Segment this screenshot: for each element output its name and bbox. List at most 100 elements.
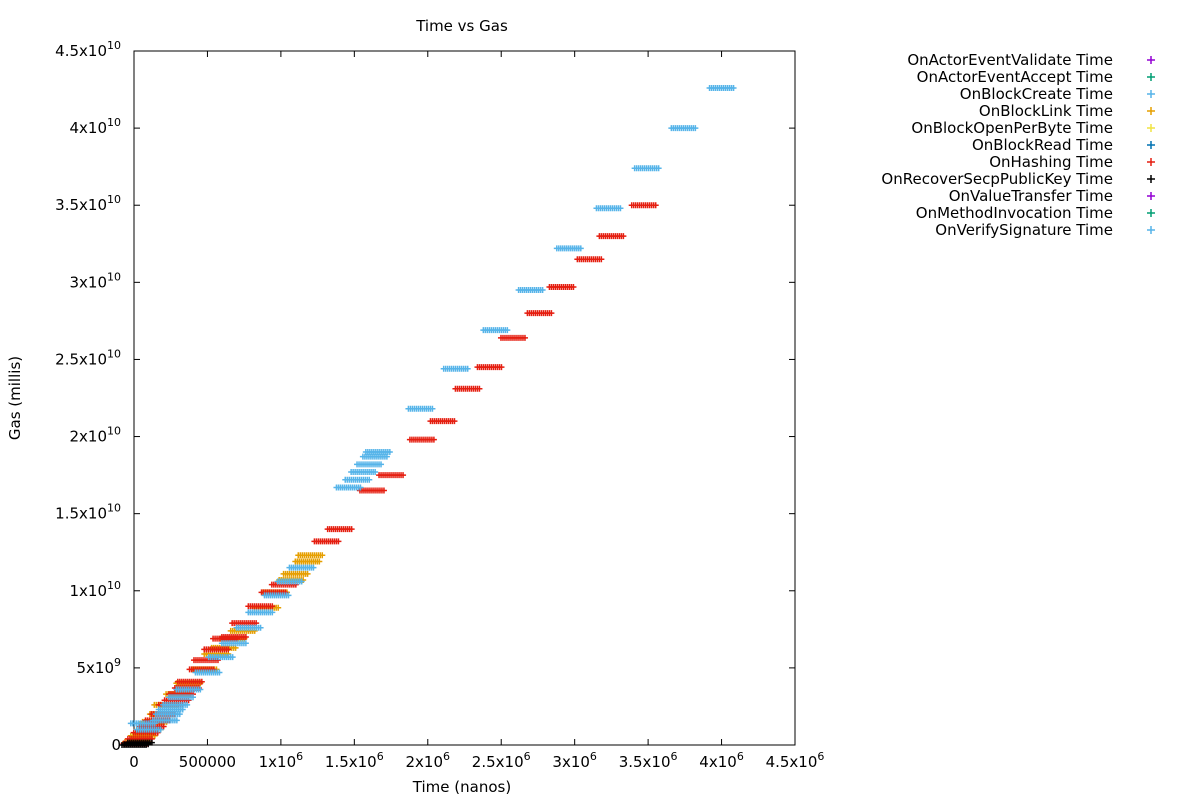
- legend-label: OnBlockRead Time: [972, 136, 1113, 154]
- point-marker: [570, 283, 577, 290]
- y-tick-label: 3x1010: [69, 270, 121, 291]
- y-axis-title: Gas (millis): [6, 356, 24, 440]
- point-marker: [386, 448, 393, 455]
- x-tick-label: 3x106: [552, 750, 597, 771]
- data-point: [127, 720, 158, 727]
- point-marker: [692, 125, 699, 132]
- y-tick-label: 4.5x1010: [55, 39, 121, 60]
- chart-title: Time vs Gas: [415, 17, 508, 35]
- data-point: [333, 484, 364, 491]
- data-point: [245, 609, 276, 616]
- point-marker: [269, 609, 276, 616]
- data-point: [286, 564, 317, 571]
- series-points: [127, 85, 737, 733]
- legend-label: OnRecoverSecpPublicKey Time: [881, 170, 1113, 188]
- x-tick-label: 2.5x106: [472, 750, 531, 771]
- point-marker: [257, 624, 264, 631]
- data-point: [160, 701, 191, 708]
- point-marker: [598, 256, 605, 263]
- y-axis-ticks: 0 5x109 1x1010 1.5x1010 2x1010 2.5x1010 3x1010…: [55, 39, 795, 754]
- point-marker: [225, 646, 232, 653]
- data-point: [631, 165, 662, 172]
- data-point: [136, 723, 167, 730]
- data-point: [133, 726, 164, 733]
- point-marker: [617, 205, 624, 212]
- point-marker: [242, 640, 249, 647]
- data-point: [406, 436, 437, 443]
- legend: OnActorEventValidate TimeOnActorEventAcc…: [881, 51, 1155, 239]
- point-marker: [269, 603, 276, 610]
- point-marker: [173, 717, 180, 724]
- legend-marker: [1147, 141, 1155, 149]
- data-point: [628, 202, 659, 209]
- point-marker: [319, 552, 326, 559]
- point-marker: [429, 405, 436, 412]
- y-tick-label: 1x1010: [69, 579, 121, 600]
- data-point: [233, 624, 264, 631]
- point-marker: [504, 327, 511, 334]
- data-point: [258, 589, 289, 596]
- legend-marker: [1147, 192, 1155, 200]
- data-point: [427, 418, 458, 425]
- legend-marker: [1147, 73, 1155, 81]
- data-point: [174, 678, 205, 685]
- x-axis-title: Time (nanos): [412, 778, 511, 796]
- point-marker: [378, 461, 385, 468]
- y-tick-label: 3.5x1010: [55, 193, 121, 214]
- legend-label: OnBlockOpenPerByte Time: [911, 119, 1113, 137]
- point-marker: [652, 202, 659, 209]
- data-point: [295, 552, 326, 559]
- data-point: [190, 657, 221, 664]
- point-marker: [190, 694, 197, 701]
- legend-label: OnMethodInvocation Time: [916, 204, 1113, 222]
- legend-marker: [1147, 124, 1155, 132]
- data-point: [149, 717, 180, 724]
- point-marker: [197, 686, 204, 693]
- point-marker: [730, 85, 737, 92]
- data-point: [261, 592, 292, 599]
- data-point: [201, 646, 232, 653]
- point-marker: [655, 165, 662, 172]
- series-points: [120, 202, 659, 747]
- point-marker: [275, 604, 282, 611]
- x-tick-label: 3.5x106: [619, 750, 678, 771]
- point-marker: [157, 726, 164, 733]
- x-axis-ticks: 0 500000 1x106 1.5x106 2x106 2.5x106 3x106 3.5x…: [129, 51, 824, 771]
- data-point: [593, 205, 624, 212]
- point-marker: [316, 558, 323, 565]
- point-marker: [298, 578, 305, 585]
- legend-marker: [1147, 226, 1155, 234]
- data-point: [596, 233, 627, 240]
- legend-label: OnBlockCreate Time: [960, 85, 1113, 103]
- point-marker: [148, 739, 155, 746]
- legend-label: OnActorEventValidate Time: [907, 51, 1113, 69]
- x-tick-label: 1x106: [259, 750, 304, 771]
- data-point: [354, 461, 385, 468]
- point-marker: [451, 418, 458, 425]
- point-marker: [335, 538, 342, 545]
- point-marker: [498, 364, 505, 371]
- data-point: [359, 453, 390, 460]
- point-marker: [357, 484, 364, 491]
- data-point: [376, 472, 407, 479]
- x-tick-label: 4.5x106: [766, 750, 825, 771]
- legend-marker: [1147, 158, 1155, 166]
- legend-label: OnHashing Time: [989, 153, 1113, 171]
- x-tick-label: 4x106: [699, 750, 744, 771]
- point-marker: [380, 487, 387, 494]
- legend-marker: [1147, 209, 1155, 217]
- legend-label: OnActorEventAccept Time: [917, 68, 1113, 86]
- point-marker: [176, 711, 183, 718]
- legend-marker: [1147, 90, 1155, 98]
- point-marker: [242, 634, 249, 641]
- data-point: [474, 364, 505, 371]
- point-marker: [521, 334, 528, 341]
- point-marker: [198, 678, 205, 685]
- data-point: [356, 487, 387, 494]
- legend-label: OnValueTransfer Time: [949, 187, 1113, 205]
- data-point: [480, 327, 511, 334]
- data-point: [668, 125, 699, 132]
- point-marker: [229, 654, 236, 661]
- data-point: [124, 739, 155, 746]
- data-point: [173, 686, 204, 693]
